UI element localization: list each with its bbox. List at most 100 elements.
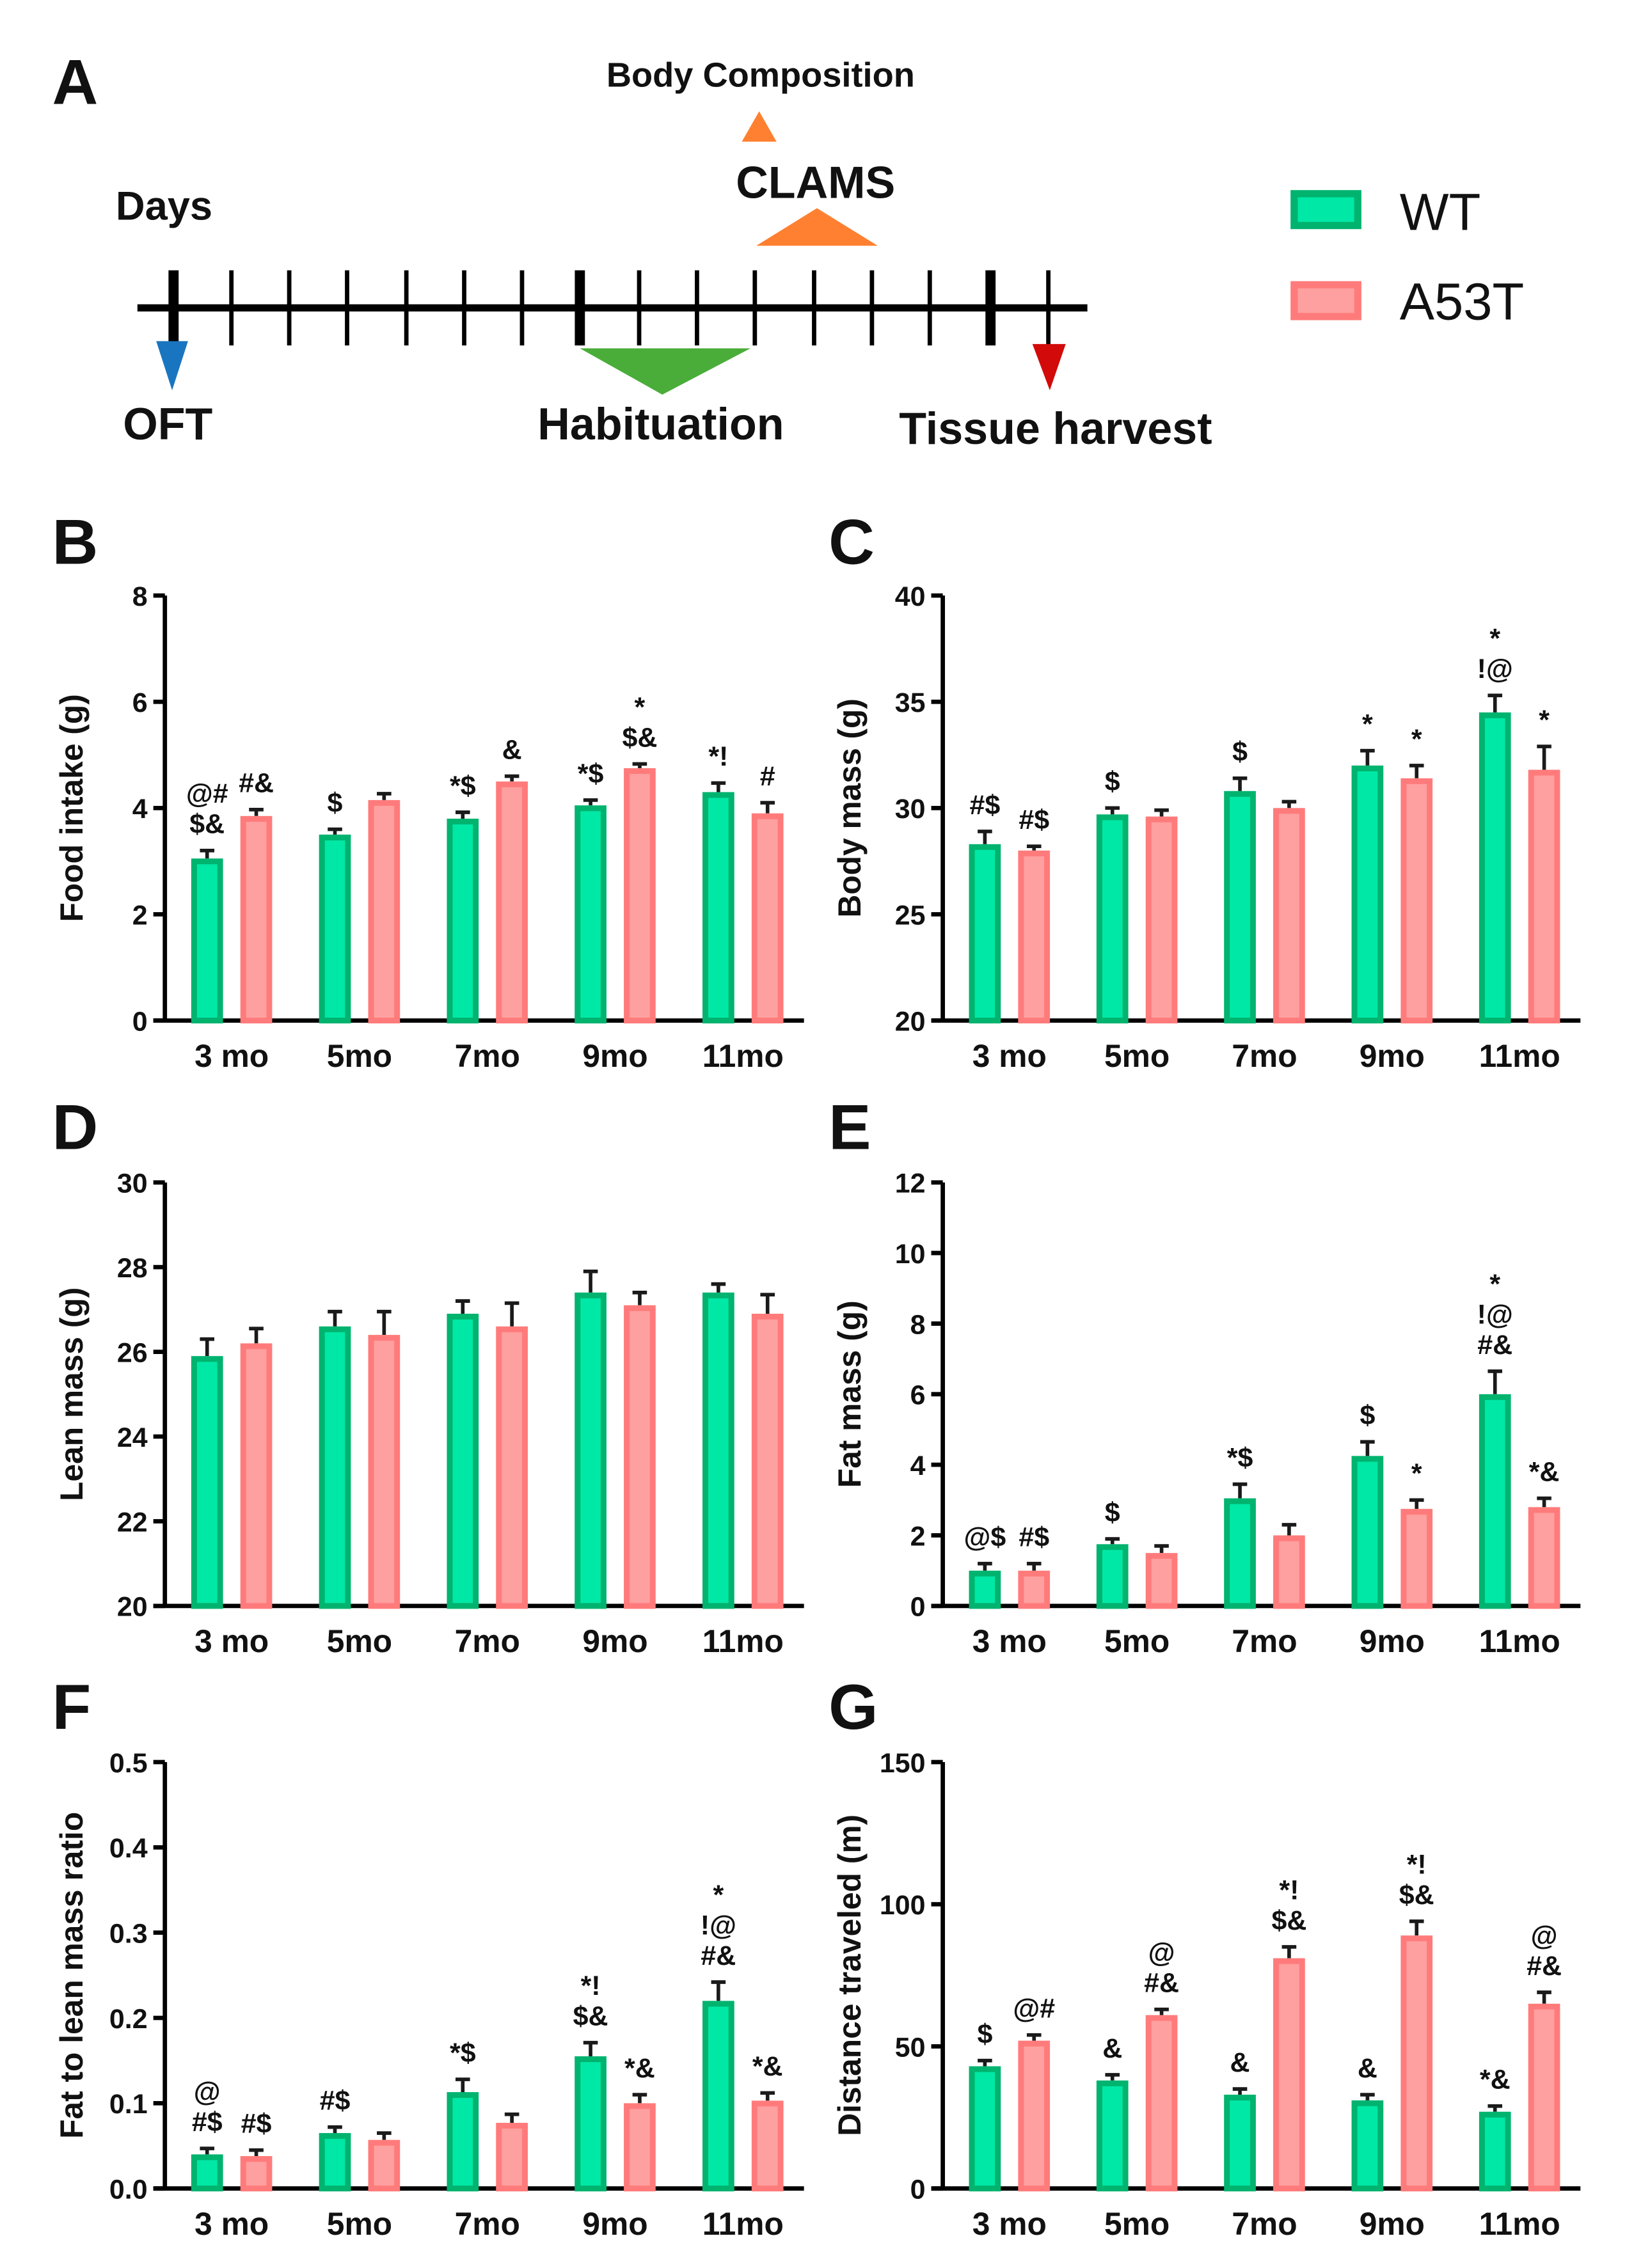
- significance-annotation: #$: [320, 2086, 351, 2116]
- significance-annotation: *: [1539, 705, 1550, 736]
- chart-g: 0 50 100 150 Distance traveled (m) 3 mo $ @# 5mo…: [832, 1748, 1581, 2242]
- habituation-marker-icon: [580, 348, 751, 395]
- x-tick-label: 5mo: [327, 1038, 392, 1074]
- significance-annotation: #&: [701, 1941, 736, 1971]
- y-tick-label: 0: [910, 2175, 926, 2205]
- x-tick-label: 11mo: [702, 1623, 784, 1659]
- significance-annotation: #$: [1019, 805, 1049, 835]
- bar-wt: [191, 2154, 223, 2192]
- panel-letter-d: D: [52, 1092, 98, 1163]
- bar-a53t: [240, 2156, 273, 2192]
- y-tick-label: 2: [910, 1521, 926, 1552]
- y-tick-label: 8: [910, 1309, 926, 1340]
- tissue-harvest-marker-icon: [1032, 343, 1066, 391]
- bar-a53t: [368, 1335, 401, 1609]
- x-tick-label: 3 mo: [194, 1038, 269, 1074]
- bar-a53t: [751, 813, 784, 1024]
- clams-label: CLAMS: [736, 158, 895, 208]
- x-tick-label: 11mo: [1479, 1623, 1560, 1659]
- significance-annotation: *: [1411, 1458, 1422, 1489]
- bar-wt: [702, 792, 734, 1024]
- significance-annotation: @#: [1013, 1994, 1055, 2024]
- bar-a53t: [368, 2139, 401, 2192]
- y-tick-label: 4: [132, 794, 148, 824]
- timeline-ticks: [168, 270, 1051, 346]
- y-tick-label: 0.2: [109, 2004, 148, 2035]
- significance-annotation: $&: [189, 809, 225, 840]
- bar-a53t: [496, 2123, 528, 2192]
- significance-annotation: *$: [578, 759, 604, 789]
- y-tick-label: 50: [895, 2032, 926, 2063]
- y-tick-label: 24: [117, 1422, 148, 1453]
- significance-annotation: $: [1360, 1400, 1375, 1431]
- y-tick-label: 10: [895, 1239, 926, 1270]
- panel-letter-f: F: [52, 1672, 91, 1743]
- x-tick-label: 11mo: [702, 2206, 784, 2242]
- x-tick-label: 5mo: [1104, 1623, 1170, 1659]
- legend-label-wt: WT: [1400, 183, 1481, 241]
- x-tick-label: 5mo: [1104, 2206, 1170, 2242]
- bar-a53t: [1145, 1553, 1178, 1609]
- bar-a53t: [240, 815, 273, 1024]
- significance-annotation: $&: [1271, 1905, 1306, 1936]
- y-axis-label: Distance traveled (m): [832, 1815, 868, 2136]
- significance-annotation: !@: [701, 1910, 736, 1941]
- significance-annotation: $: [1232, 737, 1248, 768]
- bar-wt: [319, 1326, 351, 1609]
- y-axis-label: Body mass (g): [832, 698, 868, 918]
- significance-annotation: *: [1489, 624, 1500, 654]
- y-tick-label: 20: [895, 1006, 926, 1037]
- bar-wt: [447, 1313, 479, 1609]
- y-tick-label: 0: [132, 1006, 148, 1037]
- significance-annotation: $&: [1399, 1880, 1434, 1910]
- x-tick-label: 9mo: [1360, 1623, 1425, 1659]
- days-label: Days: [116, 184, 212, 229]
- significance-annotation: &: [1358, 2053, 1377, 2084]
- bar-a53t: [1400, 1935, 1433, 2192]
- bar-wt: [1096, 814, 1129, 1024]
- bar-wt: [969, 844, 1001, 1024]
- y-tick-label: 6: [910, 1380, 926, 1411]
- y-tick-label: 8: [132, 581, 148, 612]
- significance-annotation: @$: [964, 1522, 1006, 1553]
- y-tick-label: 30: [895, 794, 926, 824]
- x-tick-label: 3 mo: [194, 2206, 269, 2242]
- y-tick-label: 0.0: [109, 2175, 148, 2205]
- significance-annotation: $: [328, 787, 343, 818]
- x-tick-label: 11mo: [1479, 1038, 1560, 1074]
- legend-label-a53t: A53T: [1400, 272, 1524, 331]
- oft-marker-icon: [156, 341, 188, 391]
- y-tick-label: 2: [132, 900, 148, 931]
- significance-annotation: #$: [192, 2107, 223, 2138]
- x-tick-label: 7mo: [1232, 2206, 1297, 2242]
- bar-a53t: [1528, 769, 1560, 1024]
- body-composition-marker-icon: [742, 111, 777, 142]
- x-tick-label: 7mo: [455, 1038, 520, 1074]
- significance-annotation: @: [1148, 1937, 1175, 1968]
- x-tick-label: 9mo: [1360, 1038, 1425, 1074]
- chart-d: 20 22 24 26 28 30 Lean mass (g) 3 mo 5mo 7mo 9mo 11…: [54, 1169, 804, 1659]
- significance-annotation: #: [760, 761, 775, 792]
- significance-annotation: *$: [450, 2038, 476, 2068]
- bar-a53t: [1273, 808, 1305, 1024]
- significance-annotation: *&: [624, 2053, 655, 2084]
- significance-annotation: @: [1531, 1920, 1558, 1951]
- y-tick-label: 0.5: [109, 1748, 148, 1779]
- bar-wt: [969, 2066, 1001, 2192]
- significance-annotation: *$: [1227, 1442, 1253, 1473]
- x-tick-label: 3 mo: [972, 2206, 1047, 2242]
- x-tick-label: 9mo: [582, 2206, 647, 2242]
- significance-annotation: !@: [1477, 654, 1513, 684]
- x-tick-label: 11mo: [702, 1038, 784, 1074]
- y-tick-label: 0.4: [109, 1833, 148, 1864]
- x-tick-label: 11mo: [1479, 2206, 1560, 2242]
- bar-wt: [1479, 1394, 1511, 1609]
- tissue-harvest-label: Tissue harvest: [899, 404, 1212, 453]
- significance-annotation: *: [1411, 724, 1422, 755]
- significance-annotation: *!: [1279, 1875, 1299, 1905]
- clams-marker-icon: [756, 208, 878, 246]
- bar-wt: [575, 805, 607, 1024]
- body-composition-label: Body Composition: [607, 56, 915, 95]
- significance-annotation: *!: [708, 741, 728, 772]
- significance-annotation: &: [1102, 2033, 1122, 2064]
